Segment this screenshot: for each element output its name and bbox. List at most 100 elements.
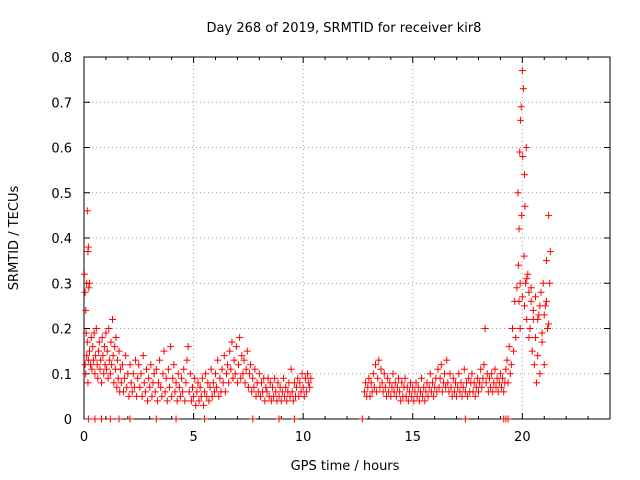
data-point	[256, 392, 264, 400]
data-point	[502, 365, 510, 373]
data-point	[138, 392, 146, 400]
data-point	[518, 211, 526, 219]
data-point	[464, 392, 472, 400]
data-point	[512, 334, 520, 342]
data-point	[118, 361, 126, 369]
data-point	[426, 370, 434, 378]
data-point	[500, 388, 508, 396]
data-point	[209, 379, 217, 387]
data-point	[222, 370, 230, 378]
data-point	[98, 334, 106, 342]
data-point	[530, 361, 538, 369]
data-point	[243, 347, 251, 355]
y-tick-label: 0.6	[51, 142, 72, 157]
data-point	[503, 356, 511, 364]
data-point	[106, 415, 114, 423]
data-point	[165, 383, 173, 391]
data-point	[516, 325, 524, 332]
data-point	[87, 334, 95, 342]
y-tick-labels: 0 0.1 0.2 0.3 0.4 0.5 0.6 0.7 0.8	[51, 51, 72, 428]
data-point	[228, 338, 236, 346]
data-point	[261, 397, 269, 405]
data-point	[84, 243, 92, 251]
data-point	[108, 361, 116, 369]
data-point	[412, 379, 420, 387]
data-point	[444, 379, 452, 387]
data-point	[275, 415, 283, 423]
data-point	[241, 379, 249, 387]
data-point	[446, 370, 454, 378]
data-point	[524, 270, 532, 278]
data-point	[485, 374, 493, 382]
data-point	[289, 397, 297, 405]
data-point	[196, 383, 204, 391]
data-point	[91, 415, 99, 423]
data-point	[205, 397, 213, 405]
data-point	[238, 352, 246, 360]
data-point	[251, 365, 259, 373]
x-tick-labels: 0 5 10 15 20	[80, 430, 531, 445]
data-point	[136, 383, 144, 391]
data-point	[80, 270, 88, 278]
data-point	[542, 257, 550, 265]
y-tick-label: 0.8	[51, 51, 72, 66]
data-point	[87, 361, 95, 369]
data-point	[506, 370, 514, 378]
data-point	[85, 279, 93, 287]
data-point	[229, 374, 237, 382]
data-point	[398, 379, 406, 387]
data-point	[510, 347, 518, 355]
data-point	[198, 374, 206, 382]
data-point	[540, 311, 548, 319]
data-point	[245, 370, 253, 378]
data-point	[421, 397, 429, 405]
data-point	[185, 388, 193, 396]
data-point	[108, 315, 116, 323]
data-point	[529, 306, 537, 314]
x-axis-label: GPS time / hours	[291, 459, 400, 474]
data-point	[527, 284, 535, 292]
data-point	[82, 306, 90, 314]
data-point	[479, 374, 487, 382]
data-point	[499, 374, 507, 382]
data-point	[288, 388, 296, 396]
data-point	[127, 379, 135, 387]
data-point	[112, 334, 120, 342]
data-point	[89, 343, 97, 351]
data-point	[115, 347, 123, 355]
data-point	[531, 293, 539, 301]
data-point	[521, 202, 529, 210]
data-point	[369, 370, 377, 378]
x-tick-label: 20	[514, 430, 531, 445]
data-point	[517, 103, 525, 111]
data-point	[377, 365, 385, 373]
data-point	[527, 297, 535, 305]
data-point	[179, 388, 187, 396]
data-point	[82, 329, 90, 337]
data-point	[525, 288, 533, 296]
data-point	[428, 379, 436, 387]
data-point	[94, 374, 102, 382]
data-point	[498, 383, 506, 391]
data-point	[176, 392, 184, 400]
data-point	[195, 397, 203, 405]
data-point	[134, 374, 142, 382]
data-point	[96, 365, 104, 373]
data-point	[283, 397, 291, 405]
data-point	[117, 379, 125, 387]
data-point	[521, 302, 529, 310]
data-point	[193, 388, 201, 396]
data-point	[155, 379, 163, 387]
data-point	[212, 370, 219, 378]
data-point	[224, 361, 232, 369]
data-point	[170, 361, 178, 369]
data-point	[85, 284, 93, 292]
data-point	[391, 379, 399, 387]
data-point	[191, 374, 199, 382]
data-point	[100, 370, 108, 378]
data-point	[365, 374, 373, 382]
data-point	[121, 374, 129, 382]
data-point	[91, 370, 99, 378]
data-point	[122, 352, 130, 360]
data-point	[111, 343, 119, 351]
